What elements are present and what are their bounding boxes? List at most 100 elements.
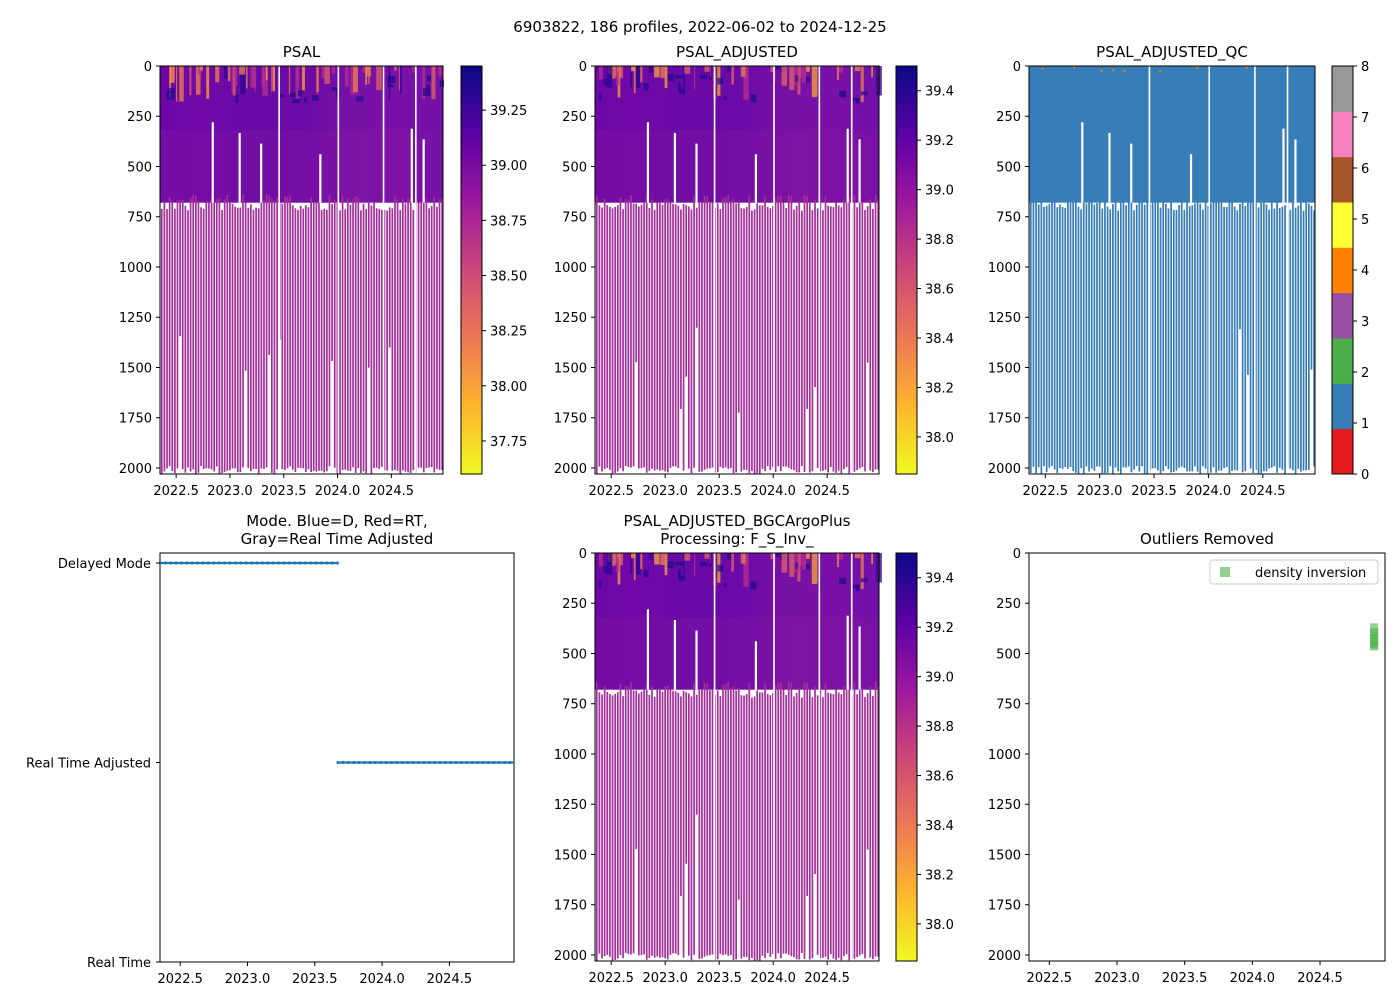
profile-bar	[737, 687, 740, 900]
profile-bar	[365, 208, 368, 474]
profile-bar	[732, 198, 735, 474]
colorbar-tick-label: 39.0	[925, 184, 954, 199]
surface-streak	[854, 553, 861, 559]
profile-bar	[680, 696, 682, 896]
profile-bar	[708, 203, 711, 469]
y-tick-label: 500	[996, 647, 1021, 662]
surface-streak	[636, 66, 638, 84]
profile-bar	[777, 195, 780, 467]
profile-bar	[1056, 207, 1059, 474]
profile-bar	[250, 204, 252, 472]
profile-bar	[706, 683, 709, 956]
profile-bar	[1053, 201, 1056, 470]
surface-streak	[743, 553, 749, 587]
profile-bar	[176, 200, 179, 469]
profile-bar	[782, 202, 785, 467]
profile-bar	[223, 199, 226, 473]
profile-bar	[218, 198, 221, 474]
profile-bar	[798, 201, 801, 473]
profile-bar	[793, 209, 795, 471]
profile-bar	[1112, 204, 1114, 474]
profile-bar	[837, 205, 840, 471]
profile-bar	[627, 199, 630, 468]
profile-bar	[635, 203, 638, 363]
profile-bar	[1178, 205, 1180, 468]
profile-bar	[822, 697, 824, 958]
x-tick-label: 2022.5	[1027, 971, 1073, 986]
profile-bar	[869, 686, 872, 958]
profile-bar	[824, 683, 827, 957]
x-tick-label: 2022.5	[157, 972, 203, 987]
colorbar-tick-label: 39.2	[925, 621, 954, 636]
profile-bar	[774, 198, 777, 473]
surface-streak	[223, 66, 227, 79]
x-tick-label: 2023.0	[642, 971, 688, 986]
colorbar-tick-label: 39.4	[925, 572, 954, 587]
surface-streak	[770, 66, 774, 73]
x-tick-label: 2023.5	[696, 484, 742, 499]
profile-bar	[653, 209, 656, 471]
surface-streak	[683, 553, 685, 578]
mode-point	[245, 561, 248, 565]
profile-gap	[713, 553, 716, 961]
short-profile-gap	[1130, 143, 1133, 203]
surface-streak	[615, 66, 620, 85]
surface-streak	[169, 66, 172, 98]
profile-bar	[388, 207, 391, 348]
profile-bar	[194, 196, 197, 474]
profile-bar	[772, 693, 774, 955]
profile-bar	[645, 195, 648, 473]
profile-bar	[318, 201, 320, 471]
mode-point	[239, 561, 242, 565]
profile-bar	[695, 694, 698, 815]
profile-bar	[624, 685, 627, 953]
profile-bar	[619, 197, 622, 469]
profile-bar	[659, 203, 661, 471]
profile-bar	[835, 201, 837, 473]
legend-marker	[1220, 567, 1230, 577]
profile-bar	[1104, 201, 1106, 474]
profile-bar	[840, 207, 843, 474]
profile-bar	[622, 696, 624, 959]
short-profile-gap	[238, 132, 241, 203]
profile-bar	[315, 202, 318, 472]
profile-bar	[853, 682, 856, 959]
profile-bar	[1180, 197, 1183, 467]
profile-bar	[693, 683, 695, 955]
profile-bar	[790, 682, 793, 957]
profile-bar	[265, 194, 268, 468]
surface-streak	[297, 90, 303, 97]
outlier-point	[1370, 642, 1379, 651]
profile-bar	[872, 208, 874, 473]
surface-streak	[606, 66, 613, 88]
y-tick-label: 250	[562, 110, 587, 125]
mode-point	[503, 761, 506, 764]
x-tick-label: 2022.5	[1023, 484, 1069, 499]
surface-streak	[727, 66, 732, 73]
profile-bar	[441, 197, 443, 471]
mode-point	[406, 761, 409, 764]
panel-title-line: Gray=Real Time Adjusted	[241, 530, 434, 548]
profile-bar	[611, 695, 614, 961]
profile-bar	[200, 207, 202, 467]
profile-bar	[333, 199, 336, 468]
surface-streak	[852, 97, 860, 101]
y-tick-label: 0	[1013, 547, 1021, 562]
colorbar-tick-label: 1	[1361, 417, 1369, 432]
profile-bar	[1133, 210, 1135, 470]
profile-bar	[1241, 199, 1244, 473]
profile-bar	[344, 209, 347, 470]
surface-streak	[277, 94, 284, 98]
profile-bar	[1247, 202, 1249, 375]
profile-bar	[1072, 202, 1075, 472]
profile-bar	[1154, 195, 1157, 469]
y-tick-label: 1500	[988, 848, 1021, 863]
psal-heatmap-panel: 2022.5 2023.0 2023.5 2024.0 2024.5 0 250 500 750…	[119, 43, 527, 499]
profile-bar	[761, 692, 764, 956]
profile-bar	[331, 204, 333, 362]
profile-bar	[779, 195, 782, 472]
profile-bar	[648, 207, 651, 471]
colorbar-tick-label: 0	[1361, 468, 1369, 483]
profile-bar	[698, 203, 701, 472]
profile-bar	[367, 201, 370, 368]
